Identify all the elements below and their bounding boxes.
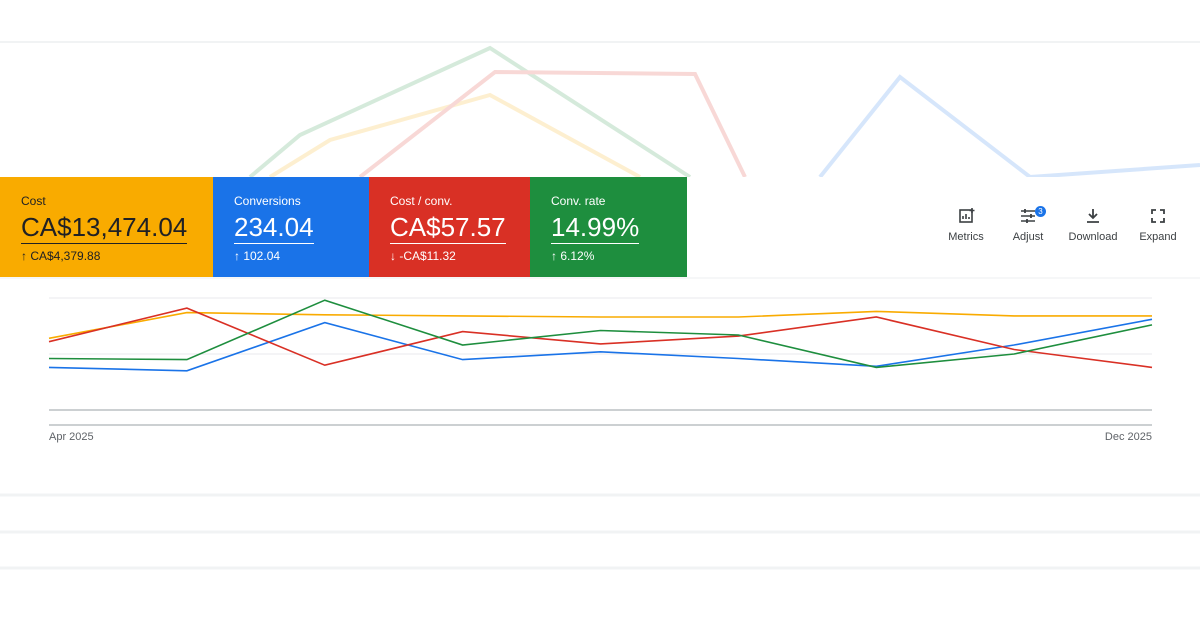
toolbar-button[interactable]: Expand: [1123, 207, 1193, 243]
scorecard-label: Cost / conv.: [390, 194, 453, 208]
toolbar-button[interactable]: Adjust 3: [993, 206, 1063, 243]
scorecard-change: ↑ 6.12%: [551, 249, 595, 263]
line-series: [48, 299, 1153, 369]
scorecard-label: Cost: [21, 194, 46, 208]
button-label: Download: [1068, 231, 1118, 243]
scorecard-value: CA$13,474.04: [21, 212, 188, 244]
x-tick-label: Apr 2025: [49, 431, 94, 443]
scorecard-change: ↑ CA$4,379.88: [21, 249, 101, 263]
scorecard[interactable]: Cost / conv. CA$57.57 ↓ -CA$11.32: [369, 177, 530, 277]
scorecard-change: ↑ 102.04: [234, 249, 281, 263]
scorecard-label: Conv. rate: [551, 194, 606, 208]
icon: [959, 208, 975, 223]
toolbar-button[interactable]: Metrics: [931, 207, 1001, 243]
toolbar-button[interactable]: Download: [1058, 207, 1128, 243]
x-tick-label: Dec 2025: [1105, 431, 1152, 443]
scorecard-value: 234.04: [234, 212, 314, 244]
line-series: [48, 307, 1153, 369]
icon: [1021, 209, 1035, 223]
line-series: [48, 318, 1153, 372]
button-label: Adjust: [1012, 231, 1044, 243]
scorecard[interactable]: Conversions 234.04 ↑ 102.04: [213, 177, 369, 277]
scorecard-value: CA$57.57: [390, 212, 506, 244]
scorecard-value: 14.99%: [551, 212, 640, 244]
button-label: Metrics: [948, 231, 984, 243]
line-series: [48, 310, 1152, 340]
badge: 3: [1035, 206, 1046, 217]
scorecard-change: ↓ -CA$11.32: [390, 249, 456, 263]
icon: [1151, 209, 1165, 223]
scorecard-label: Conversions: [234, 194, 301, 208]
button-label: Expand: [1139, 231, 1177, 243]
icon: [1087, 209, 1099, 223]
scorecard[interactable]: Cost CA$13,474.04 ↑ CA$4,379.88: [0, 177, 213, 277]
scorecard[interactable]: Conv. rate 14.99% ↑ 6.12%: [530, 177, 687, 277]
